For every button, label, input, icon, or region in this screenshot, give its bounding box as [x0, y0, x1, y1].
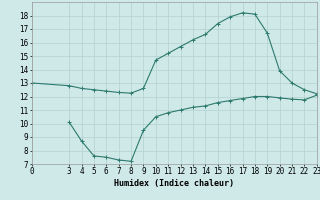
X-axis label: Humidex (Indice chaleur): Humidex (Indice chaleur): [115, 179, 234, 188]
